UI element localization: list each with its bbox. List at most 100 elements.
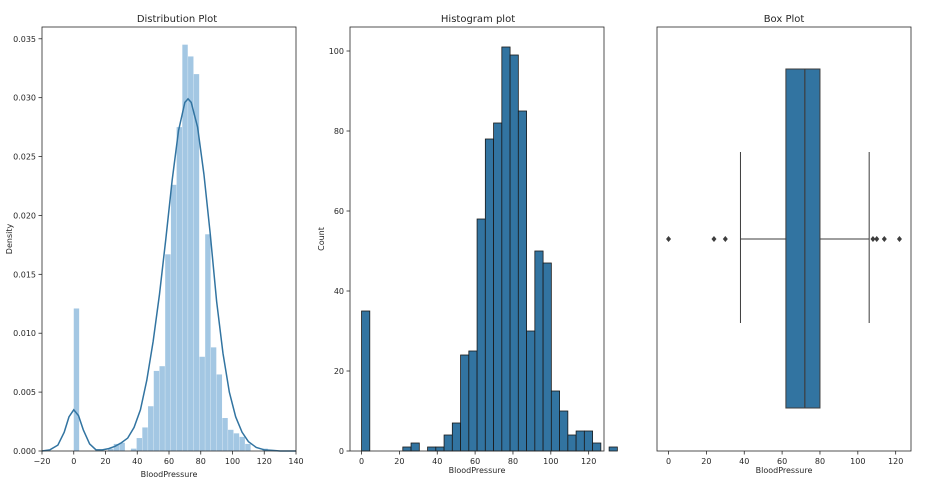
- density-bar: [73, 308, 80, 451]
- outlier-point: [711, 236, 717, 242]
- box-x-tick-label: 0: [666, 457, 671, 466]
- density-bar: [113, 443, 120, 451]
- histogram-bar: [517, 110, 527, 452]
- density-bar: [165, 254, 171, 451]
- density-bar: [159, 366, 165, 451]
- distribution-plot-xlabel: BloodPressure: [141, 470, 198, 479]
- histogram-plot-frame: [349, 26, 605, 452]
- distribution-x-tick-label: 0: [71, 457, 76, 466]
- density-bar: [136, 438, 143, 451]
- histogram-bar: [592, 442, 602, 452]
- histogram-bar: [451, 422, 461, 452]
- box-plot-xlabel: BloodPressure: [756, 466, 813, 475]
- distribution-x-tick-label: 140: [288, 457, 303, 466]
- density-bar: [199, 356, 205, 451]
- distribution-plot-bars: [73, 44, 268, 452]
- box-plot-frame: [656, 26, 912, 452]
- distribution-plot-panel: Distribution Plot −20 0 20 40 60 80 100 120 140 …: [5, 14, 304, 479]
- histogram-bars: [361, 46, 618, 452]
- box-plot-elements: [666, 68, 902, 409]
- density-bar: [228, 429, 234, 451]
- density-bar: [222, 418, 228, 451]
- distribution-plot-x-ticks: −20 0 20 40 60 80 100 120 140: [34, 451, 304, 466]
- histogram-x-tick-label: 40: [432, 457, 442, 466]
- histogram-bar: [575, 430, 585, 452]
- density-bar: [108, 448, 114, 451]
- histogram-bar: [410, 442, 420, 452]
- density-bar: [170, 184, 177, 452]
- box-x-tick-label: 100: [850, 457, 865, 466]
- histogram-bar: [550, 390, 560, 452]
- density-bar: [239, 436, 245, 451]
- distribution-x-tick-label: 40: [132, 457, 142, 466]
- histogram-bar: [427, 446, 437, 452]
- histogram-bar: [501, 46, 511, 452]
- distribution-x-tick-label: 20: [100, 457, 110, 466]
- outlier-point: [874, 236, 880, 242]
- box-x-tick-label: 60: [777, 457, 787, 466]
- distribution-x-tick-label: 100: [225, 457, 240, 466]
- outlier-point: [666, 236, 672, 242]
- density-bar: [210, 347, 217, 451]
- histogram-plot-y-ticks: 0 20 40 60 80 100: [329, 47, 350, 456]
- density-bar: [233, 433, 240, 451]
- density-bar: [188, 56, 194, 451]
- distribution-y-tick-label: 0.000: [13, 447, 36, 456]
- density-bar: [130, 448, 137, 451]
- histogram-bar: [468, 350, 478, 452]
- histogram-plot-panel: Histogram plot 0 20 40 60 80 100 120 0 20 40 60 80…: [317, 14, 618, 475]
- distribution-x-tick-label: 120: [257, 457, 272, 466]
- distribution-y-tick-label: 0.020: [13, 211, 36, 220]
- histogram-bar: [361, 310, 371, 452]
- box-x-tick-label: 20: [701, 457, 711, 466]
- histogram-bar: [509, 54, 519, 452]
- density-bar: [245, 443, 251, 451]
- histogram-plot-title: Histogram plot: [441, 14, 515, 25]
- kde-curve: [41, 97, 296, 452]
- outlier-point: [722, 236, 728, 242]
- histogram-plot-ylabel: Count: [317, 227, 326, 251]
- histogram-x-tick-label: 80: [508, 457, 518, 466]
- histogram-y-tick-label: 40: [334, 287, 344, 296]
- histogram-x-tick-label: 100: [543, 457, 558, 466]
- histogram-bar: [534, 250, 544, 452]
- histogram-bar: [583, 430, 594, 452]
- histogram-plot-x-ticks: 0 20 40 60 80 100 120: [359, 451, 596, 466]
- histogram-bar: [435, 446, 445, 452]
- density-bar: [153, 370, 160, 451]
- histogram-y-tick-label: 0: [339, 447, 344, 456]
- histogram-bar: [542, 262, 552, 452]
- outlier-point: [870, 236, 876, 242]
- density-bar: [119, 442, 125, 451]
- distribution-plot-title: Distribution Plot: [137, 14, 217, 25]
- histogram-bar: [460, 354, 470, 452]
- histogram-x-tick-label: 20: [394, 457, 404, 466]
- histogram-x-tick-label: 60: [470, 457, 480, 466]
- density-bar: [176, 127, 183, 451]
- distribution-y-tick-label: 0.025: [13, 153, 36, 162]
- histogram-x-tick-label: 0: [359, 457, 364, 466]
- histogram-bar: [493, 122, 503, 452]
- interquartile-box: [785, 68, 821, 409]
- box-x-tick-label: 80: [815, 457, 825, 466]
- density-bar: [205, 234, 211, 451]
- density-bar: [193, 74, 200, 451]
- histogram-bar: [608, 446, 618, 452]
- distribution-x-tick-label: 60: [164, 457, 174, 466]
- histogram-bar: [526, 330, 536, 452]
- histogram-plot-xlabel: BloodPressure: [449, 466, 506, 475]
- distribution-y-tick-label: 0.010: [13, 329, 36, 338]
- distribution-x-tick-label: −20: [34, 457, 51, 466]
- histogram-y-tick-label: 100: [329, 47, 344, 56]
- box-plot-panel: Box Plot 0 20 40 60 80 100 120 BloodPressure: [656, 14, 912, 475]
- histogram-y-tick-label: 20: [334, 367, 344, 376]
- distribution-plot-ylabel: Density: [5, 224, 14, 255]
- outlier-point: [881, 236, 887, 242]
- histogram-y-tick-label: 80: [334, 127, 344, 136]
- histogram-x-tick-label: 120: [581, 457, 596, 466]
- histogram-bar: [402, 446, 412, 452]
- histogram-bar: [476, 218, 486, 452]
- box-x-tick-label: 40: [739, 457, 749, 466]
- box-plot-x-ticks: 0 20 40 60 80 100 120: [666, 451, 903, 466]
